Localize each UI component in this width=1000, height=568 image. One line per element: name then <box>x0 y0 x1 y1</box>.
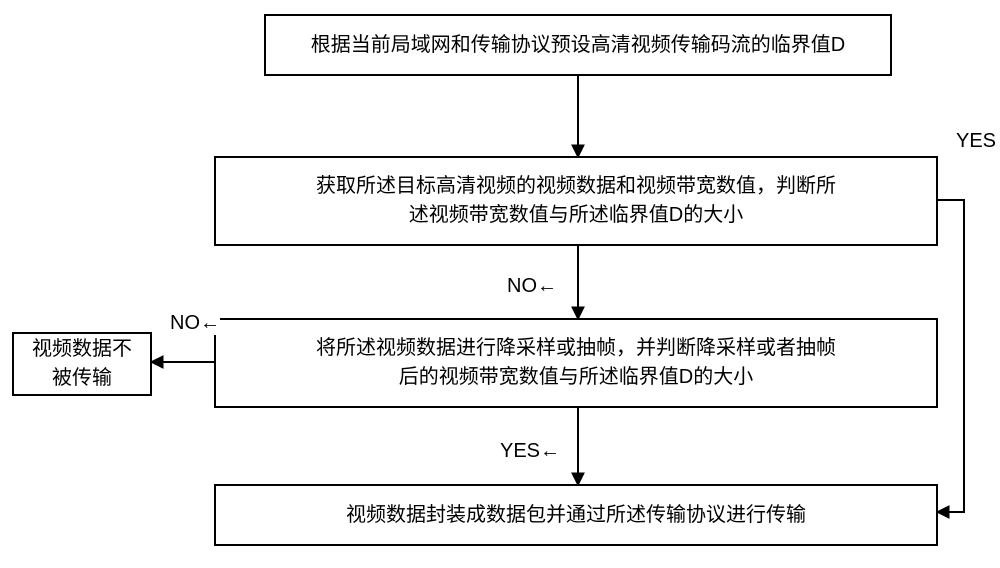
flowchart-container: 根据当前局域网和传输协议预设高清视频传输码流的临界值D 获取所述目标高清视频的视… <box>0 0 1000 568</box>
label-yes-2: YES← <box>500 440 560 463</box>
node-text: 将所述视频数据进行降采样或抽帧，并判断降采样或者抽帧后的视频带宽数值与所述临界值… <box>316 334 836 392</box>
label-yes-1: YES← <box>956 130 1000 153</box>
edge-label-text: NO← <box>170 312 220 334</box>
node-get-bandwidth: 获取所述目标高清视频的视频数据和视频带宽数值，判断所述视频带宽数值与所述临界值D… <box>214 156 938 246</box>
edge-label-text: YES← <box>500 440 560 462</box>
edge-label-text: YES← <box>956 130 1000 152</box>
edge-label-text: NO← <box>507 275 557 297</box>
node-text: 视频数据封装成数据包并通过所述传输协议进行传输 <box>346 501 806 530</box>
node-set-threshold: 根据当前局域网和传输协议预设高清视频传输码流的临界值D <box>264 14 892 76</box>
label-no-2: NO← <box>170 312 220 335</box>
label-no-1: NO← <box>507 275 557 298</box>
node-text: 获取所述目标高清视频的视频数据和视频带宽数值，判断所述视频带宽数值与所述临界值D… <box>316 172 836 230</box>
node-text: 视频数据不被传输 <box>32 335 132 393</box>
flowchart-edges <box>0 0 1000 568</box>
node-downsample: 将所述视频数据进行降采样或抽帧，并判断降采样或者抽帧后的视频带宽数值与所述临界值… <box>214 318 938 408</box>
node-transmit: 视频数据封装成数据包并通过所述传输协议进行传输 <box>214 484 938 546</box>
node-text: 根据当前局域网和传输协议预设高清视频传输码流的临界值D <box>311 31 845 60</box>
node-not-transmitted: 视频数据不被传输 <box>12 332 152 396</box>
